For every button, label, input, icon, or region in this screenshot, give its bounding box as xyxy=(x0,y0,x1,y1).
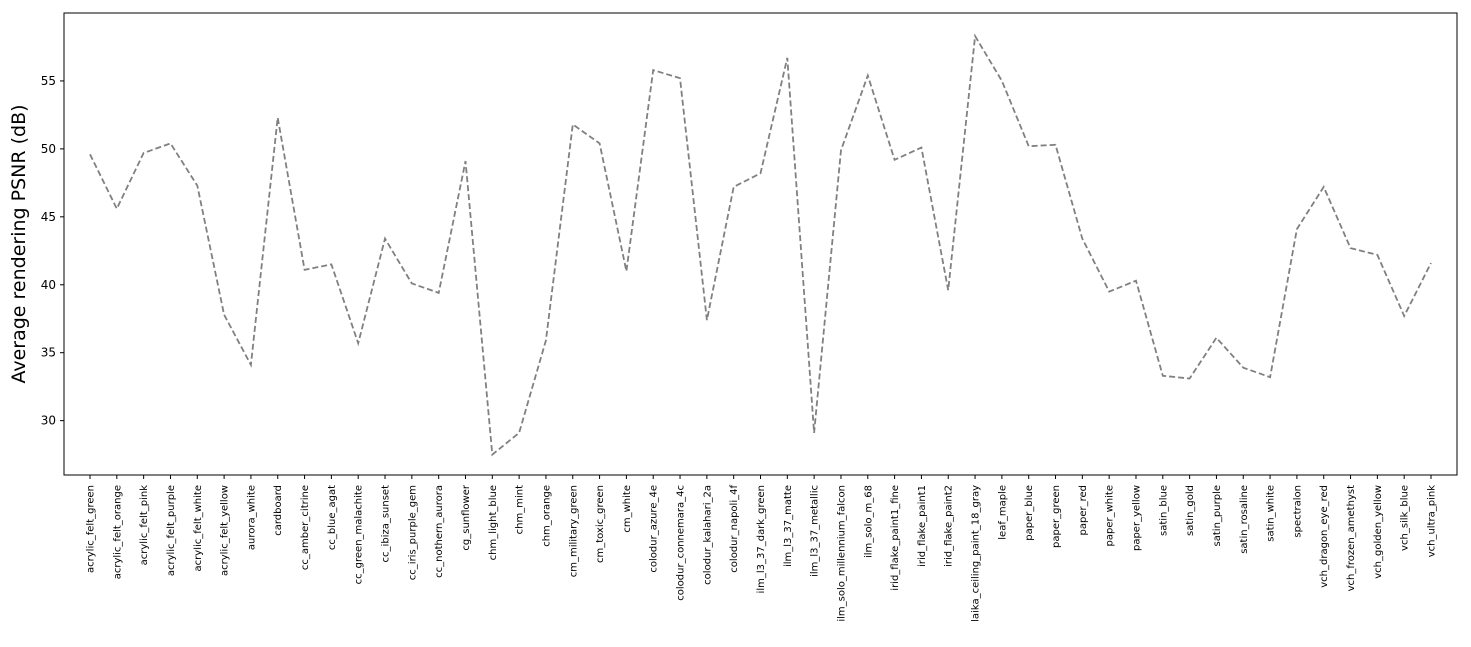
x-tick-label: acrylic_felt_purple xyxy=(166,485,177,576)
y-tick-label: 40 xyxy=(41,278,56,292)
x-tick-label: spectralon xyxy=(1292,485,1303,538)
x-tick-label: cc_blue_agat xyxy=(327,485,338,550)
x-tick-label: vch_frozen_amethyst xyxy=(1346,485,1357,591)
chart-marks xyxy=(89,33,1432,457)
y-tick-label: 55 xyxy=(41,74,56,88)
plot-frame xyxy=(63,12,1458,476)
x-tick-label: irid_flake_paint1_fine xyxy=(890,485,901,591)
y-tick-label: 30 xyxy=(41,414,56,428)
x-tick-label: cg_sunflower xyxy=(461,484,472,550)
x-tick-label: satin_white xyxy=(1266,485,1277,542)
x-tick-label: acrylic_felt_white xyxy=(193,485,204,571)
x-tick-label: ilm_solo_millennium_falcon xyxy=(836,485,847,622)
x-tick-label: paper_yellow xyxy=(1131,485,1142,551)
x-tick-label: colodur_kalahari_2a xyxy=(702,485,713,585)
x-tick-label: colodur_azure_4e xyxy=(649,485,660,573)
y-tick-label: 50 xyxy=(41,142,56,156)
x-tick-label: cm_toxic_green xyxy=(595,485,606,563)
y-tick-label: 35 xyxy=(41,346,56,360)
x-tick-label: vch_silk_blue xyxy=(1400,485,1411,551)
x-tick-label: acrylic_felt_orange xyxy=(112,485,123,579)
x-tick-label: acrylic_felt_yellow xyxy=(220,485,231,576)
x-tick-label: aurora_white xyxy=(246,485,257,550)
y-tick-label: 45 xyxy=(41,210,56,224)
x-tick-label: vch_ultra_pink xyxy=(1427,485,1438,557)
x-tick-label: leaf_maple xyxy=(997,485,1008,540)
x-tick-label: satin_gold xyxy=(1185,485,1196,536)
x-tick-label: paper_green xyxy=(1051,485,1062,548)
x-tick-label: satin_purple xyxy=(1212,485,1223,546)
y-axis-ticks: 30 35 40 45 50 55 xyxy=(41,74,64,428)
x-tick-label: laika_ceiling_paint_18_gray xyxy=(971,485,982,622)
x-tick-label: acrylic_felt_green xyxy=(86,485,97,573)
plot-background xyxy=(64,13,1457,475)
x-tick-label: ilm_solo_m_68 xyxy=(863,485,874,558)
x-tick-label: colodur_connemara_4c xyxy=(676,485,687,601)
x-tick-label: satin_blue xyxy=(1158,485,1169,536)
x-tick-label: ilm_l3_37_matte xyxy=(783,485,794,567)
x-tick-label: chm_orange xyxy=(541,485,552,547)
x-tick-label: colodur_napoli_4f xyxy=(729,485,740,573)
y-axis-label: Average rendering PSNR (dB) xyxy=(8,104,30,383)
x-tick-label: vch_golden_yellow xyxy=(1373,485,1384,579)
x-tick-label: chm_mint xyxy=(515,485,526,534)
x-tick-label: ilm_l3_37_dark_green xyxy=(756,485,767,593)
x-tick-label: ilm_l3_37_metallic xyxy=(810,485,821,577)
x-tick-label: cm_military_green xyxy=(568,485,579,577)
x-tick-label: irid_flake_paint1 xyxy=(917,485,928,567)
x-tick-label: chm_light_blue xyxy=(488,485,499,560)
x-tick-label: acrylic_felt_pink xyxy=(139,485,150,566)
x-axis-ticks: acrylic_felt_green acrylic_felt_orange acr… xyxy=(86,475,1438,622)
x-tick-label: paper_white xyxy=(1105,485,1116,546)
x-tick-label: cc_iris_purple_gem xyxy=(407,485,418,580)
x-tick-label: satin_rosaline xyxy=(1239,485,1250,554)
x-tick-label: cm_white xyxy=(622,485,633,533)
x-tick-label: vch_dragon_eye_red xyxy=(1319,485,1330,588)
x-tick-label: cc_green_malachite xyxy=(354,485,365,584)
x-tick-label: paper_blue xyxy=(1024,485,1035,541)
x-tick-label: cc_amber_citrine xyxy=(300,485,311,570)
x-tick-label: paper_red xyxy=(1078,485,1089,535)
x-tick-label: cardboard xyxy=(273,485,284,536)
x-tick-label: cc_nothern_aurora xyxy=(434,485,445,578)
x-tick-label: cc_ibiza_sunset xyxy=(381,485,392,563)
series-line xyxy=(89,33,1432,457)
x-tick-label: irid_flake_paint2 xyxy=(944,485,955,567)
